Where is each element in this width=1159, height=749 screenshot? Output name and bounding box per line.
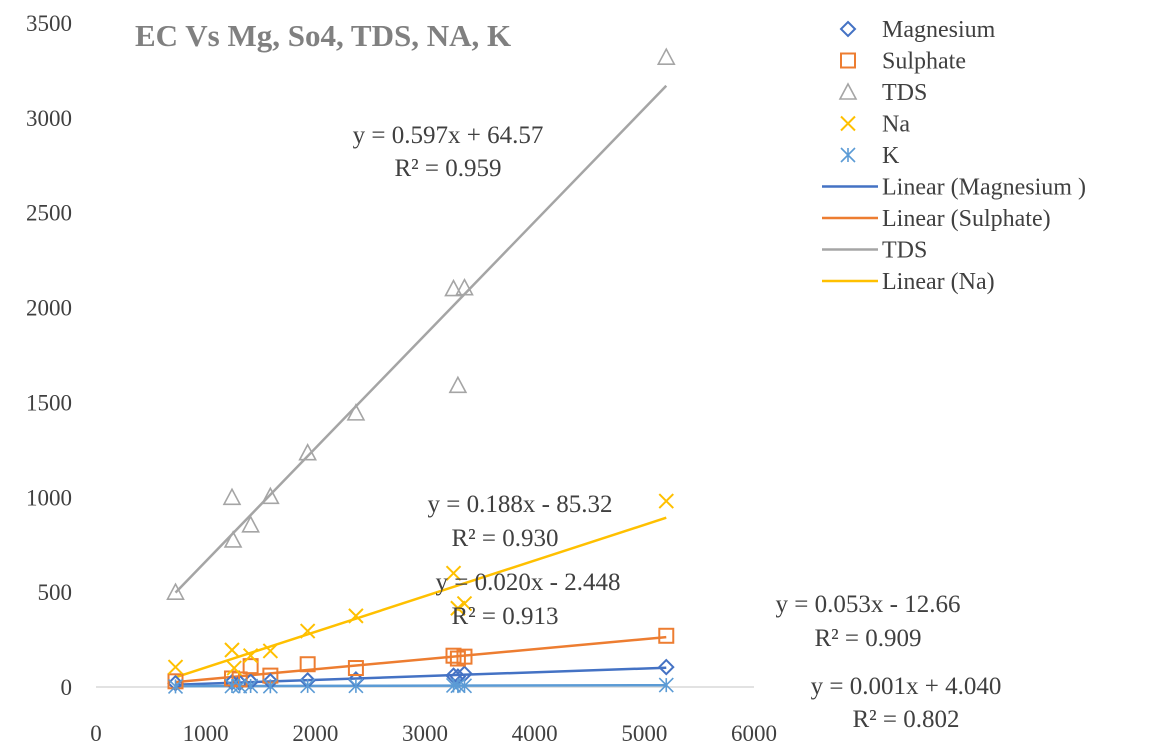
y-tick-label: 0	[61, 675, 73, 700]
data-point-x	[226, 660, 242, 676]
legend-symbol	[839, 20, 857, 38]
trendline	[175, 683, 667, 688]
data-point-asterisk	[348, 678, 364, 694]
data-point-asterisk	[658, 677, 674, 693]
trendline	[174, 84, 668, 594]
data-point-asterisk	[450, 678, 466, 694]
data-point-x	[348, 608, 364, 624]
data-point-triangle	[455, 277, 474, 296]
y-tick-label: 1500	[26, 390, 72, 415]
legend-label: Magnesium	[882, 17, 996, 43]
trendline-r-squared: R² = 0.802	[852, 706, 959, 733]
legend-label: TDS	[882, 80, 927, 106]
y-tick-label: 2000	[26, 296, 72, 321]
data-point-square	[299, 656, 316, 673]
legend-label: Na	[882, 112, 910, 138]
data-point-x	[262, 643, 279, 659]
data-point-asterisk	[232, 678, 248, 694]
data-point-asterisk	[300, 678, 316, 694]
data-point-triangle	[261, 486, 280, 505]
x-tick-label: 2000	[292, 721, 338, 746]
legend-symbol	[838, 82, 858, 100]
trendline-r-squared: R² = 0.913	[451, 603, 558, 630]
trendline-r-squared: R² = 0.959	[394, 155, 501, 182]
data-point-x	[658, 493, 674, 509]
y-tick-label: 1000	[26, 485, 72, 510]
axes: 0 1000 2000 3000 4000 5000 6000 0 500 1000 1500 200…	[26, 11, 777, 746]
legend-symbol	[840, 115, 856, 132]
x-tick-label: 6000	[731, 721, 777, 746]
legend-label: K	[882, 143, 900, 169]
data-point-square	[347, 660, 364, 677]
trendline-equation: y = 0.188x - 85.32	[428, 491, 613, 518]
x-tick-label: 1000	[183, 721, 229, 746]
data-point-x	[242, 647, 259, 664]
data-point-asterisk	[167, 678, 184, 694]
trendline-equation: y = 0.020x - 2.448	[436, 569, 621, 596]
chart-title: EC Vs Mg, So4, TDS, NA, K	[135, 18, 511, 53]
data-point-asterisk	[243, 678, 259, 694]
data-point-square	[242, 658, 259, 675]
data-point-triangle	[298, 443, 317, 461]
data-point-x	[299, 623, 316, 639]
data-point-square	[445, 647, 462, 664]
data-point-x	[445, 565, 462, 581]
y-tick-label: 3500	[26, 11, 72, 36]
data-point-triangle	[166, 582, 185, 600]
legend-label: Linear (Na)	[882, 269, 995, 295]
y-tick-label: 500	[38, 580, 73, 605]
legend-label: TDS	[882, 238, 927, 264]
data-point-asterisk	[456, 678, 473, 694]
trendline-annotations: y = 0.597x + 64.57 R² = 0.959 y = 0.188x -…	[353, 122, 1002, 733]
x-tick-label: 3000	[402, 721, 448, 746]
x-tick-label: 0	[90, 721, 102, 746]
x-tick-label: 5000	[621, 721, 667, 746]
legend-label: Linear (Sulphate)	[882, 206, 1051, 232]
data-point-triangle	[448, 375, 468, 394]
trendline	[175, 635, 667, 684]
trendline-r-squared: R² = 0.930	[451, 525, 558, 552]
trendline-equation: y = 0.001x + 4.040	[811, 673, 1002, 700]
data-point-triangle	[656, 47, 676, 65]
legend-label: Linear (Magnesium )	[882, 175, 1086, 201]
legend-label: Sulphate	[882, 49, 966, 75]
data-point-asterisk	[262, 678, 278, 694]
y-tick-label: 3000	[26, 106, 72, 131]
data-point-triangle	[346, 403, 366, 421]
trendline-r-squared: R² = 0.909	[814, 625, 921, 652]
data-point-x	[456, 595, 473, 612]
legend-symbol	[840, 147, 856, 163]
legend-symbol	[840, 52, 856, 69]
y-tick-label: 2500	[26, 201, 72, 226]
data-point-triangle	[222, 487, 242, 506]
data-point-x	[450, 600, 466, 616]
trendline-equation: y = 0.053x - 12.66	[776, 591, 961, 618]
data-point-x	[224, 642, 240, 658]
data-point-triangle	[444, 278, 463, 297]
data-points	[166, 47, 676, 694]
trendline	[175, 516, 667, 679]
data-point-triangle	[223, 530, 243, 548]
legend: Magnesium Sulphate TDS Na K Linear (Magnesium…	[822, 17, 1086, 295]
data-point-x	[167, 659, 184, 675]
data-point-square	[456, 648, 473, 665]
x-tick-label: 4000	[512, 721, 558, 746]
trendline-equation: y = 0.597x + 64.57	[353, 122, 544, 149]
data-point-diamond	[657, 658, 675, 676]
data-point-square	[658, 627, 675, 644]
data-point-triangle	[241, 515, 260, 533]
data-point-asterisk	[224, 678, 240, 694]
